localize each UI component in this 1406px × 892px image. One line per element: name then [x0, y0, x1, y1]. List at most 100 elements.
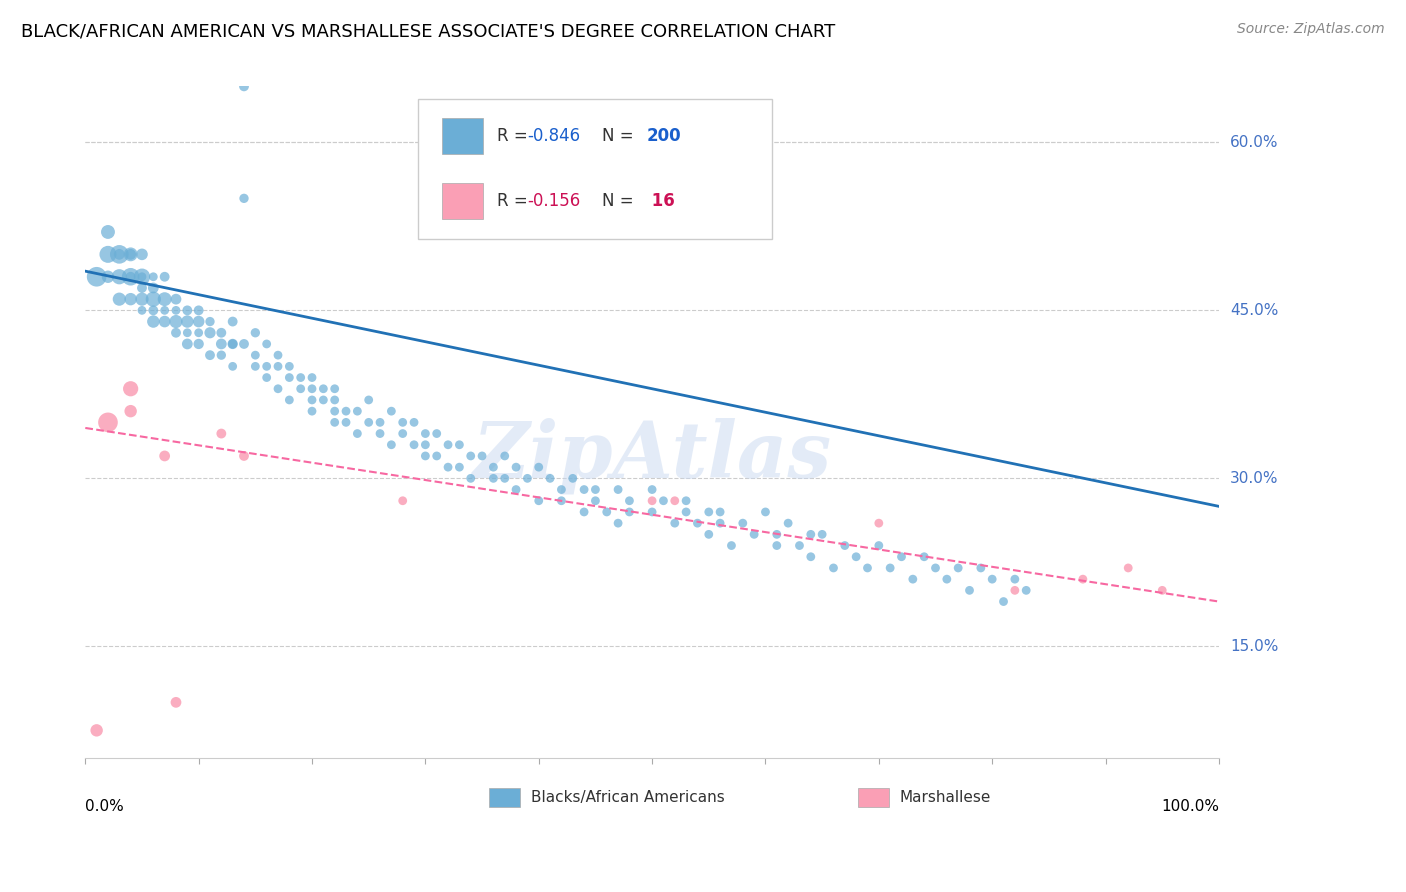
- Point: [482, 460, 505, 475]
- Point: [290, 382, 312, 396]
- Point: [256, 370, 278, 384]
- Point: [754, 505, 776, 519]
- Text: BLACK/AFRICAN AMERICAN VS MARSHALLESE ASSOCIATE'S DEGREE CORRELATION CHART: BLACK/AFRICAN AMERICAN VS MARSHALLESE AS…: [21, 22, 835, 40]
- Point: [176, 326, 198, 340]
- Point: [278, 370, 301, 384]
- Point: [131, 269, 153, 284]
- Point: [402, 438, 425, 452]
- Point: [1152, 583, 1174, 598]
- Point: [765, 539, 787, 553]
- Point: [460, 471, 482, 485]
- Point: [221, 359, 243, 374]
- Point: [86, 723, 108, 738]
- Point: [335, 404, 357, 418]
- Point: [765, 527, 787, 541]
- Point: [380, 404, 402, 418]
- Point: [437, 438, 460, 452]
- Point: [426, 426, 449, 441]
- Point: [449, 460, 471, 475]
- Point: [800, 549, 823, 564]
- Point: [301, 404, 323, 418]
- Point: [142, 269, 165, 284]
- Point: [323, 415, 346, 429]
- Point: [572, 505, 595, 519]
- Point: [165, 326, 187, 340]
- Text: 0.0%: 0.0%: [86, 798, 124, 814]
- Point: [142, 292, 165, 306]
- Text: 60.0%: 60.0%: [1230, 135, 1278, 150]
- Point: [868, 539, 890, 553]
- Point: [811, 527, 834, 541]
- Point: [97, 269, 120, 284]
- Point: [368, 426, 391, 441]
- Point: [664, 493, 686, 508]
- Point: [946, 561, 969, 575]
- Point: [187, 314, 209, 328]
- Point: [823, 561, 845, 575]
- Point: [709, 505, 731, 519]
- Point: [233, 79, 256, 94]
- Point: [686, 516, 709, 530]
- Point: [131, 269, 153, 284]
- Point: [165, 314, 187, 328]
- Point: [1015, 583, 1038, 598]
- Point: [221, 314, 243, 328]
- Point: [142, 281, 165, 295]
- Point: [209, 426, 232, 441]
- Point: [221, 337, 243, 351]
- Point: [267, 359, 290, 374]
- Point: [245, 348, 267, 362]
- Point: [1004, 572, 1026, 586]
- Point: [675, 493, 697, 508]
- Point: [550, 493, 572, 508]
- Text: R =: R =: [496, 193, 533, 211]
- Point: [131, 292, 153, 306]
- Point: [415, 426, 437, 441]
- Point: [108, 247, 131, 261]
- Point: [233, 191, 256, 205]
- Point: [335, 415, 357, 429]
- Point: [176, 337, 198, 351]
- Point: [323, 392, 346, 407]
- Text: -0.156: -0.156: [527, 193, 581, 211]
- Point: [789, 539, 811, 553]
- Point: [97, 225, 120, 239]
- Point: [165, 303, 187, 318]
- Point: [596, 505, 619, 519]
- Point: [357, 415, 380, 429]
- Text: ZipAtlas: ZipAtlas: [472, 417, 832, 494]
- Point: [198, 348, 221, 362]
- Point: [619, 505, 641, 519]
- Point: [380, 438, 402, 452]
- Point: [120, 269, 142, 284]
- Point: [868, 516, 890, 530]
- Point: [1004, 583, 1026, 598]
- Point: [516, 471, 538, 485]
- Point: [233, 449, 256, 463]
- Point: [97, 415, 120, 429]
- Point: [981, 572, 1004, 586]
- Point: [391, 415, 413, 429]
- Point: [176, 314, 198, 328]
- Point: [120, 247, 142, 261]
- Point: [720, 539, 742, 553]
- Text: 30.0%: 30.0%: [1230, 471, 1278, 486]
- Point: [391, 493, 413, 508]
- Point: [641, 483, 664, 497]
- Point: [153, 314, 176, 328]
- Point: [267, 382, 290, 396]
- Point: [165, 695, 187, 709]
- Point: [675, 505, 697, 519]
- Point: [233, 337, 256, 351]
- Point: [256, 359, 278, 374]
- Point: [437, 460, 460, 475]
- Point: [120, 292, 142, 306]
- Point: [301, 382, 323, 396]
- Point: [357, 392, 380, 407]
- Point: [494, 471, 516, 485]
- Point: [198, 326, 221, 340]
- Point: [641, 505, 664, 519]
- Text: 200: 200: [647, 127, 681, 145]
- Point: [86, 269, 108, 284]
- Point: [131, 281, 153, 295]
